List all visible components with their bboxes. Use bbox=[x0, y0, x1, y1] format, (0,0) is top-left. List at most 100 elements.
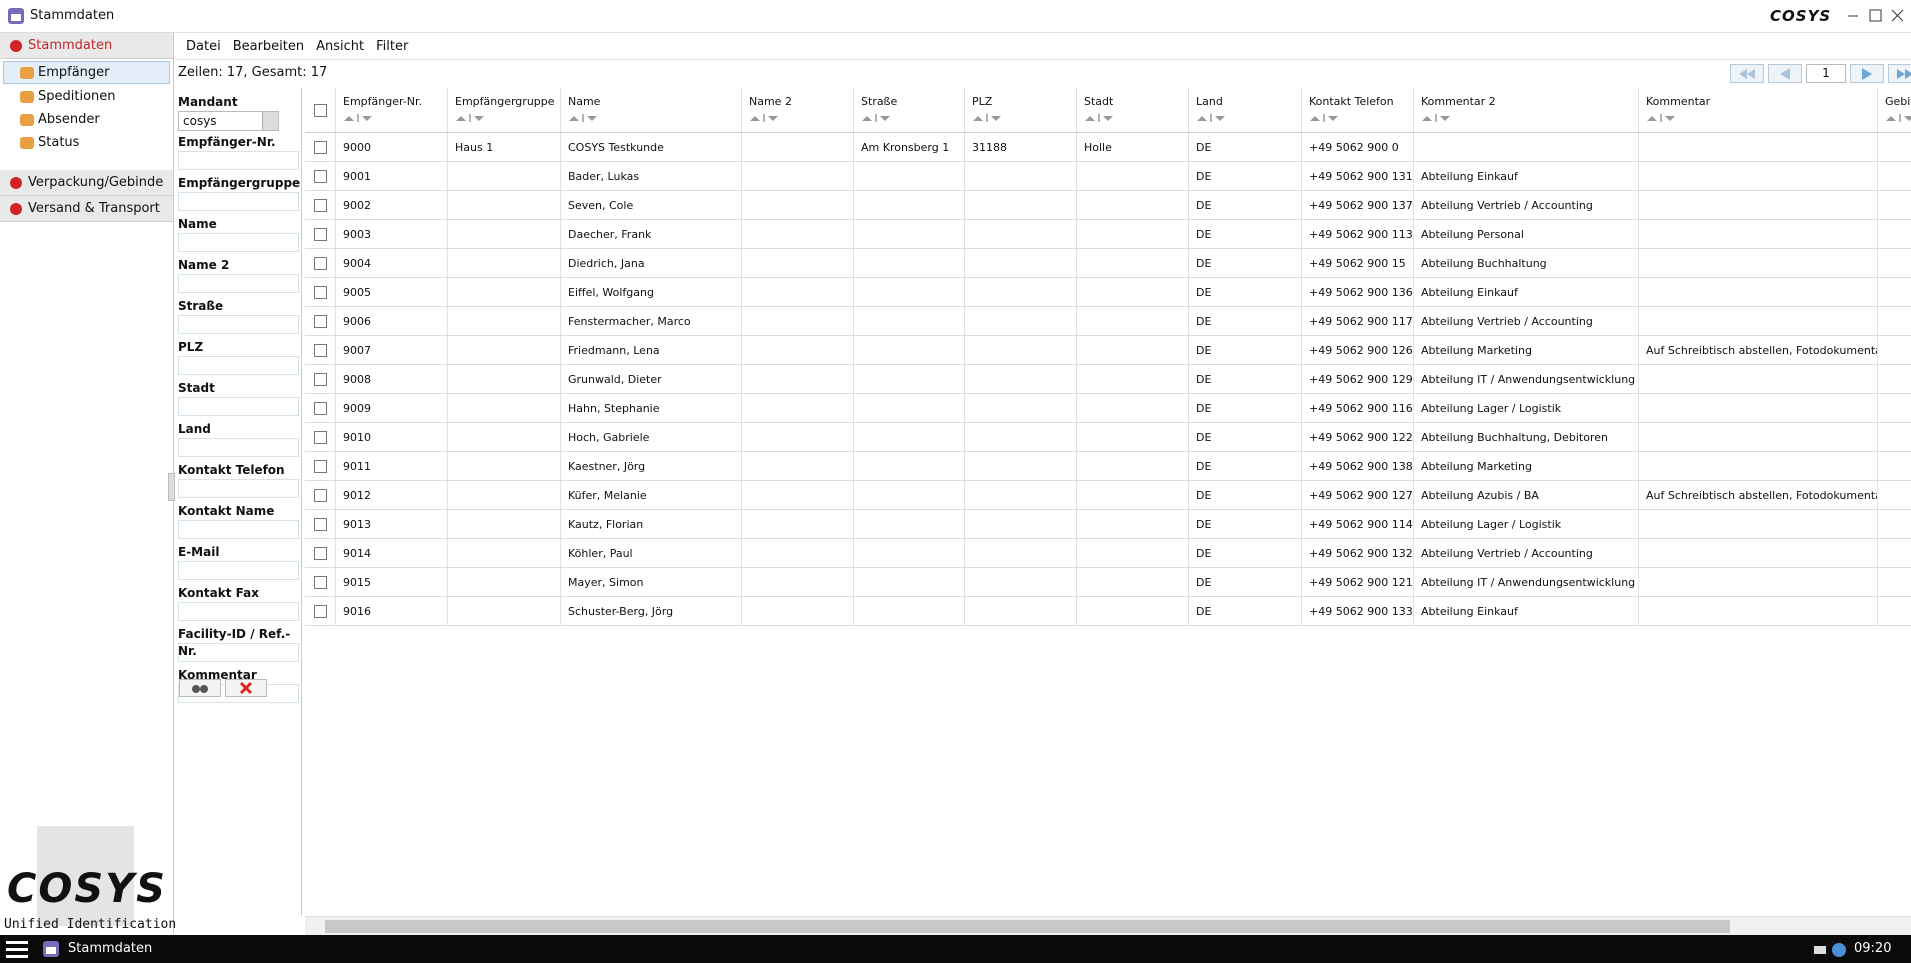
nav-item[interactable]: Speditionen bbox=[0, 85, 173, 108]
column-header[interactable]: Name bbox=[561, 88, 742, 132]
first-page-button[interactable] bbox=[1730, 64, 1764, 83]
table-cell bbox=[1878, 365, 1911, 393]
row-checkbox[interactable] bbox=[314, 546, 327, 560]
search-button[interactable] bbox=[179, 679, 221, 697]
scroll-thumb[interactable] bbox=[325, 920, 1730, 933]
filter-input[interactable] bbox=[178, 520, 299, 539]
column-header[interactable]: Kontakt Telefon bbox=[1302, 88, 1414, 132]
column-header[interactable]: Straße bbox=[854, 88, 965, 132]
select-all-checkbox[interactable] bbox=[314, 103, 327, 117]
row-checkbox[interactable] bbox=[314, 140, 327, 154]
sort-controls[interactable] bbox=[1421, 112, 1451, 125]
table-cell bbox=[854, 539, 965, 567]
tray-icons[interactable] bbox=[1812, 942, 1848, 958]
row-checkbox[interactable] bbox=[314, 401, 327, 415]
clock: 09:20 bbox=[1854, 941, 1892, 956]
column-header[interactable]: PLZ bbox=[965, 88, 1077, 132]
column-header[interactable]: Name 2 bbox=[742, 88, 854, 132]
sort-controls[interactable] bbox=[1885, 112, 1911, 125]
nav-group[interactable]: Stammdaten bbox=[0, 33, 173, 59]
row-checkbox[interactable] bbox=[314, 169, 327, 183]
taskbar-app-icon[interactable] bbox=[42, 940, 60, 958]
table-cell bbox=[742, 365, 854, 393]
sort-controls[interactable] bbox=[455, 112, 485, 125]
table-row: 9015 Mayer, Simon DE +49 5062 900 121 Abteil… bbox=[305, 568, 1911, 597]
filter-input[interactable] bbox=[178, 315, 299, 334]
column-header[interactable]: Stadt bbox=[1077, 88, 1189, 132]
nav-item[interactable]: Status bbox=[0, 131, 173, 154]
menu-item[interactable]: Filter bbox=[376, 38, 409, 54]
table-cell: +49 5062 900 129 bbox=[1302, 365, 1414, 393]
checkbox-cell bbox=[305, 452, 336, 480]
last-page-button[interactable] bbox=[1888, 64, 1911, 83]
row-checkbox[interactable] bbox=[314, 430, 327, 444]
sort-controls[interactable] bbox=[1646, 112, 1676, 125]
filter-input[interactable] bbox=[178, 438, 299, 457]
table-cell bbox=[965, 452, 1077, 480]
table-cell: 9010 bbox=[336, 423, 448, 451]
nav-item[interactable]: Empfänger bbox=[3, 61, 170, 84]
sort-controls[interactable] bbox=[861, 112, 891, 125]
row-checkbox[interactable] bbox=[314, 256, 327, 270]
filter-input[interactable] bbox=[178, 274, 299, 293]
menu-item[interactable]: Bearbeiten bbox=[232, 38, 305, 54]
nav-item[interactable]: Absender bbox=[0, 108, 173, 131]
horizontal-scrollbar[interactable] bbox=[305, 916, 1911, 935]
checkbox-cell bbox=[305, 568, 336, 596]
row-checkbox[interactable] bbox=[314, 343, 327, 357]
nav-group[interactable]: Versand & Transport bbox=[0, 196, 173, 222]
start-menu[interactable] bbox=[6, 940, 28, 958]
sort-controls[interactable] bbox=[1309, 112, 1339, 125]
sort-controls[interactable] bbox=[972, 112, 1002, 125]
filter-input[interactable] bbox=[178, 397, 299, 416]
table-cell bbox=[1077, 568, 1189, 596]
row-checkbox[interactable] bbox=[314, 314, 327, 328]
nav-group[interactable]: Verpackung/Gebinde bbox=[0, 170, 173, 196]
menu-item[interactable]: Datei bbox=[186, 38, 221, 54]
next-page-button[interactable] bbox=[1850, 64, 1884, 83]
filter-input[interactable] bbox=[178, 356, 299, 375]
row-checkbox[interactable] bbox=[314, 227, 327, 241]
filter-input[interactable] bbox=[178, 561, 299, 580]
sort-controls[interactable] bbox=[1196, 112, 1226, 125]
column-header[interactable]: Land bbox=[1189, 88, 1302, 132]
column-header[interactable]: Gebie bbox=[1878, 88, 1911, 132]
column-header[interactable]: Empfänger-Nr. bbox=[336, 88, 448, 132]
group-icon bbox=[10, 39, 22, 52]
page-input[interactable]: 1 bbox=[1806, 64, 1846, 83]
column-header[interactable]: Kommentar 2 bbox=[1414, 88, 1639, 132]
row-checkbox[interactable] bbox=[314, 459, 327, 473]
prev-page-button[interactable] bbox=[1768, 64, 1802, 83]
sort-controls[interactable] bbox=[343, 112, 373, 125]
column-header[interactable]: Empfängergruppe bbox=[448, 88, 561, 132]
table-cell: +49 5062 900 136 bbox=[1302, 278, 1414, 306]
row-checkbox[interactable] bbox=[314, 285, 327, 299]
row-checkbox[interactable] bbox=[314, 604, 327, 618]
window-controls[interactable] bbox=[1846, 6, 1906, 26]
checkbox-cell bbox=[305, 423, 336, 451]
table-cell: +49 5062 900 138 bbox=[1302, 452, 1414, 480]
row-checkbox[interactable] bbox=[314, 198, 327, 212]
row-checkbox[interactable] bbox=[314, 575, 327, 589]
menu-item[interactable]: Ansicht bbox=[316, 38, 365, 54]
row-checkbox[interactable] bbox=[314, 372, 327, 386]
filter-input[interactable] bbox=[178, 192, 299, 211]
table-cell bbox=[1878, 597, 1911, 625]
sort-controls[interactable] bbox=[1084, 112, 1114, 125]
filter-input[interactable] bbox=[178, 602, 299, 621]
filter-input[interactable] bbox=[178, 479, 299, 498]
filter-input[interactable] bbox=[178, 643, 299, 662]
row-checkbox[interactable] bbox=[314, 517, 327, 531]
taskbar-app[interactable]: Stammdaten bbox=[68, 941, 153, 956]
mandant-select[interactable]: cosys bbox=[178, 111, 279, 131]
clear-button[interactable] bbox=[225, 679, 267, 697]
table-cell bbox=[742, 423, 854, 451]
collapse-handle[interactable] bbox=[168, 473, 175, 501]
sort-controls[interactable] bbox=[568, 112, 598, 125]
filter-input[interactable] bbox=[178, 151, 299, 170]
column-header[interactable]: Kommentar bbox=[1639, 88, 1878, 132]
sort-controls[interactable] bbox=[749, 112, 779, 125]
row-checkbox[interactable] bbox=[314, 488, 327, 502]
filter-input[interactable] bbox=[178, 233, 299, 252]
checkbox-cell bbox=[305, 278, 336, 306]
